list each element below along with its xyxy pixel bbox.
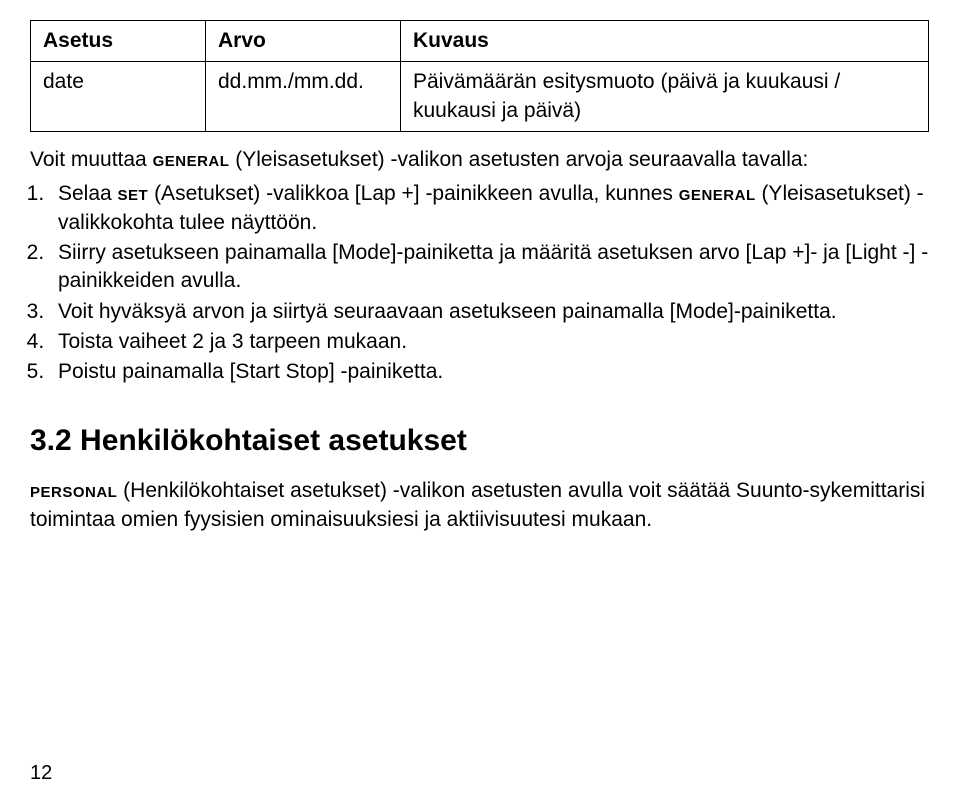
table-header: Kuvaus bbox=[401, 21, 929, 62]
steps-list: Selaa set (Asetukset) -valikkoa [Lap +] … bbox=[50, 180, 929, 386]
section-heading: 3.2 Henkilökohtaiset asetukset bbox=[30, 421, 929, 462]
table-header: Asetus bbox=[31, 21, 206, 62]
settings-table: Asetus Arvo Kuvaus date dd.mm./mm.dd. Pä… bbox=[30, 20, 929, 132]
table-cell: dd.mm./mm.dd. bbox=[206, 62, 401, 132]
body-paragraph: personal (Henkilökohtaiset asetukset) -v… bbox=[30, 477, 929, 534]
list-item: Selaa set (Asetukset) -valikkoa [Lap +] … bbox=[50, 180, 929, 237]
list-item: Siirry asetukseen painamalla [Mode]-pain… bbox=[50, 239, 929, 296]
list-item: Poistu painamalla [Start Stop] -painiket… bbox=[50, 358, 929, 386]
table-cell: date bbox=[31, 62, 206, 132]
intro-text: Voit muuttaa general (Yleisasetukset) -v… bbox=[30, 146, 929, 174]
list-item: Voit hyväksyä arvon ja siirtyä seuraavaa… bbox=[50, 298, 929, 326]
page-number: 12 bbox=[30, 760, 52, 787]
table-cell: Päivämäärän esitysmuoto (päivä ja kuukau… bbox=[401, 62, 929, 132]
list-item: Toista vaiheet 2 ja 3 tarpeen mukaan. bbox=[50, 328, 929, 356]
table-header: Arvo bbox=[206, 21, 401, 62]
table-row: date dd.mm./mm.dd. Päivämäärän esitysmuo… bbox=[31, 62, 929, 132]
